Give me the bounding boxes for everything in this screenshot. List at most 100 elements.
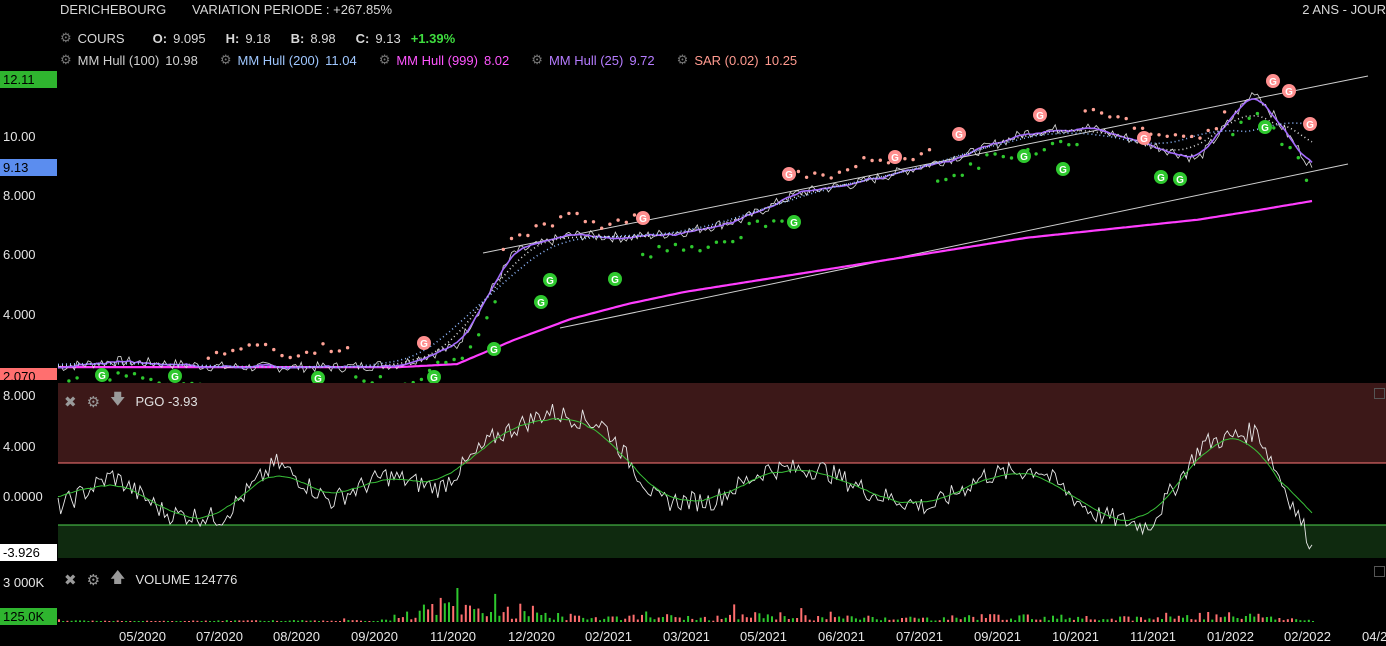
volume-bar xyxy=(259,620,262,622)
signal-marker xyxy=(787,215,801,229)
volume-bar xyxy=(150,621,153,622)
volume-bar xyxy=(234,620,237,622)
volume-bar xyxy=(443,603,446,622)
volume-bar xyxy=(70,620,73,622)
volume-bar xyxy=(905,617,908,622)
volume-bar xyxy=(464,604,467,622)
volume-bar xyxy=(871,617,874,622)
sar-value: 10.25 xyxy=(764,52,798,68)
volume-bar xyxy=(896,619,899,622)
volume-bar xyxy=(1190,619,1193,622)
signal-marker-label: G xyxy=(639,214,647,225)
period-selector[interactable]: 2 ANS - JOUR xyxy=(1302,2,1386,17)
sar-dot xyxy=(927,148,932,152)
volume-bar xyxy=(91,620,94,622)
gear-icon[interactable]: ⚙ xyxy=(86,393,101,411)
volume-bar xyxy=(963,617,966,622)
signal-marker xyxy=(888,150,902,164)
sar-dot xyxy=(1091,107,1096,112)
signal-marker-label: G xyxy=(430,373,438,384)
volume-bar xyxy=(800,608,803,622)
sar-dot xyxy=(1222,110,1227,114)
volume-bar xyxy=(1052,615,1054,622)
sar-dot xyxy=(75,376,79,380)
volume-bar xyxy=(1215,614,1218,622)
volume-bar xyxy=(636,619,639,622)
volume-bar xyxy=(79,620,81,622)
volume-bar xyxy=(343,618,346,622)
volume-bar xyxy=(624,618,627,622)
gear-icon[interactable]: ⚙ xyxy=(378,52,391,67)
signal-marker-label: G xyxy=(785,170,793,181)
sar-dot xyxy=(1280,142,1284,147)
volume-bar xyxy=(632,614,635,622)
volume-bar xyxy=(959,619,962,622)
volume-bar xyxy=(397,618,400,622)
gear-icon[interactable]: ⚙ xyxy=(60,30,72,45)
volume-bar xyxy=(179,621,182,622)
sar-dot xyxy=(1190,134,1194,139)
signal-marker xyxy=(1303,117,1317,131)
volume-bar xyxy=(246,620,249,622)
sar-dot xyxy=(649,255,653,259)
maximize-icon[interactable] xyxy=(1374,566,1385,577)
maximize-icon[interactable] xyxy=(1374,388,1385,399)
volume-bar xyxy=(414,617,417,622)
hull100-label: MM Hull (100) xyxy=(77,52,160,68)
signal-marker-label: G xyxy=(546,276,554,287)
volume-bar xyxy=(842,618,845,622)
sar-dot xyxy=(608,222,612,226)
gear-icon[interactable]: ⚙ xyxy=(219,52,232,67)
close-icon[interactable]: ✖ xyxy=(64,393,77,411)
high-value: 9.18 xyxy=(245,30,271,46)
volume-bar xyxy=(183,621,186,622)
volume-bar xyxy=(582,617,585,622)
signal-marker-label: G xyxy=(1020,152,1028,163)
volume-bar xyxy=(884,617,887,622)
sar-dot xyxy=(1181,134,1186,138)
sar-dot xyxy=(1255,111,1260,116)
sar-dot xyxy=(542,222,546,226)
volume-bar xyxy=(66,620,69,622)
volume-bar xyxy=(997,614,1000,622)
period-variation: VARIATION PERIODE : +267.85% xyxy=(192,2,393,17)
volume-bar xyxy=(380,619,383,622)
sar-dot xyxy=(657,244,661,249)
volume-bar xyxy=(657,617,660,622)
gear-icon[interactable]: ⚙ xyxy=(86,571,101,589)
gear-icon[interactable]: ⚙ xyxy=(60,52,72,67)
volume-bar xyxy=(334,621,337,622)
volume-bar xyxy=(1102,619,1105,622)
sar-dot xyxy=(673,242,678,247)
x-axis-label: 05/2021 xyxy=(740,629,787,644)
volume-bar xyxy=(531,605,534,622)
volume-bar xyxy=(418,610,421,622)
volume-bar xyxy=(1232,616,1235,622)
price-tick: 8.000 xyxy=(3,188,36,203)
arrow-up-icon[interactable]: 🡅 xyxy=(110,569,126,586)
volume-bar xyxy=(263,621,266,622)
volume-bar xyxy=(1186,615,1189,622)
sar-dot xyxy=(624,220,628,224)
pgo-toolbar: ✖ ⚙ 🡇 PGO -3.93 xyxy=(64,389,198,414)
gear-icon[interactable]: ⚙ xyxy=(531,52,543,67)
volume-bar xyxy=(573,615,576,622)
signal-marker xyxy=(1282,84,1296,98)
arrow-down-icon[interactable]: 🡇 xyxy=(110,391,126,408)
sar-dot xyxy=(600,226,604,230)
x-axis-label: 02/2021 xyxy=(585,629,632,644)
volume-bar xyxy=(1165,612,1168,622)
volume-bar xyxy=(821,617,824,622)
volume-bar xyxy=(1265,617,1268,622)
volume-bar xyxy=(590,618,593,622)
price-last-box: 9.13 xyxy=(0,159,57,176)
pgo-last-box: -3.926 xyxy=(0,544,57,561)
close-icon[interactable]: ✖ xyxy=(64,571,77,589)
volume-bar xyxy=(1282,620,1285,622)
pgo-title: PGO -3.93 xyxy=(135,394,198,409)
volume-bar xyxy=(347,620,350,622)
volume-bar xyxy=(1244,616,1247,622)
sar-dot xyxy=(862,156,866,160)
gear-icon[interactable]: ⚙ xyxy=(676,52,689,67)
